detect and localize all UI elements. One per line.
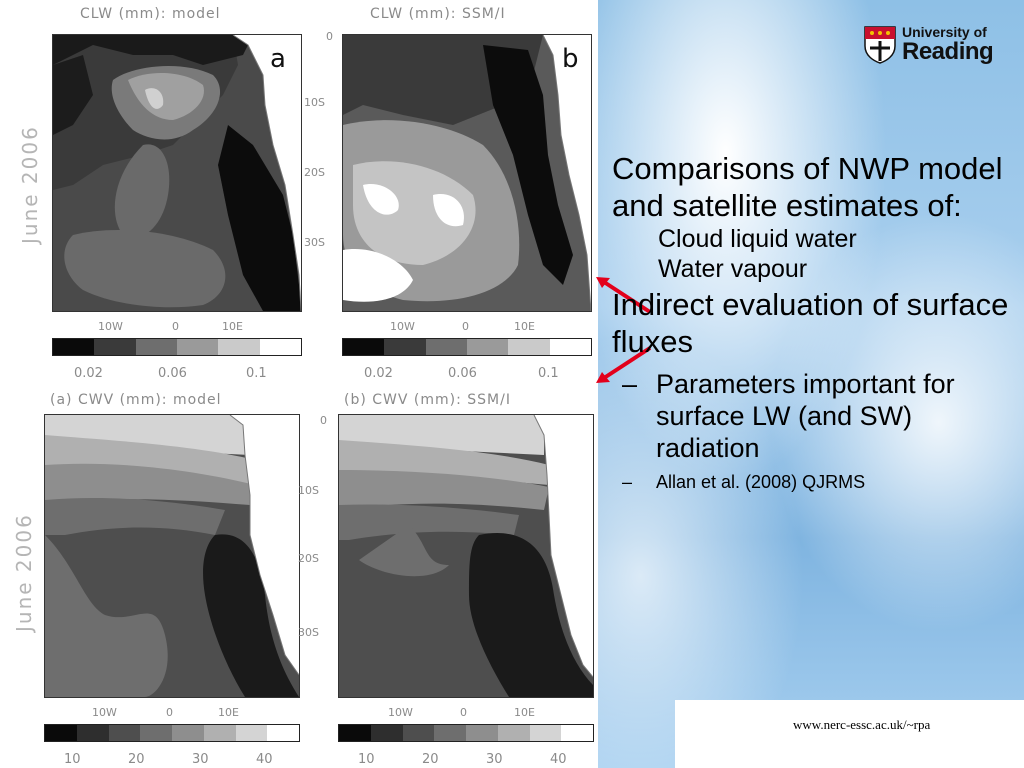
lon-tick-10w-d: 10W — [388, 706, 413, 719]
clw-scale-b-2: 0.1 — [538, 366, 559, 381]
panel-title-clw-model: CLW (mm): model — [80, 6, 221, 22]
colorbar-clw-ssmi — [342, 338, 592, 356]
cwv-model-swatch-0 — [45, 725, 77, 741]
cwv-ssmi-swatch-2 — [402, 725, 435, 741]
cwv-scale-b-2: 30 — [486, 752, 503, 767]
clw-ssmi-swatch-0 — [343, 339, 385, 355]
lon-tick-10e-c: 10E — [218, 706, 239, 719]
lon-tick-10e-a: 10E — [222, 320, 243, 333]
lon-tick-10w-a: 10W — [98, 320, 123, 333]
bullet-sub-2: Water vapour — [658, 255, 808, 283]
clw-ssmi-swatch-2 — [425, 339, 467, 355]
bullet-list: Comparisons of NWP model and satellite e… — [612, 150, 1012, 494]
cwv-ssmi-swatch-0 — [339, 725, 371, 741]
lat-tick-30s-bottom: 30S — [298, 626, 319, 639]
panel-title-cwv-model: (a) CWV (mm): model — [50, 392, 222, 408]
footer-box: www.nerc-essc.ac.uk/~rpa — [675, 700, 1024, 768]
map-cwv-model — [44, 414, 300, 698]
figure-panels: CLW (mm): model a CLW (mm): SSM/I b 0 10… — [12, 6, 594, 767]
clw-scale-a-2: 0.1 — [246, 366, 267, 381]
colorbar-cwv-model — [44, 724, 300, 742]
bullet-main-2: Indirect evaluation of surface fluxes — [612, 287, 1009, 359]
clw-model-swatch-4 — [218, 339, 260, 355]
logo-line-2: Reading — [902, 38, 994, 65]
lon-tick-0-c: 0 — [166, 706, 173, 719]
shield-icon — [864, 26, 896, 64]
lon-tick-0-a: 0 — [172, 320, 179, 333]
lon-tick-0-d: 0 — [460, 706, 467, 719]
clw-scale-b-1: 0.06 — [448, 366, 477, 381]
university-logo: University of Reading — [864, 24, 1004, 70]
cwv-scale-b-1: 20 — [422, 752, 439, 767]
lat-tick-20s: 20S — [304, 166, 325, 179]
cwv-model-swatch-3 — [140, 725, 172, 741]
footer-url[interactable]: www.nerc-essc.ac.uk/~rpa — [793, 717, 931, 732]
cwv-ssmi-swatch-6 — [529, 725, 562, 741]
clw-ssmi-swatch-4 — [508, 339, 550, 355]
logo-line-1: University of — [902, 24, 987, 40]
clw-model-swatch-1 — [94, 339, 136, 355]
pointer-arrows — [596, 277, 652, 383]
lat-tick-10s: 10S — [304, 96, 325, 109]
map-cwv-ssmi — [338, 414, 594, 698]
panel-label-b: b — [562, 44, 579, 74]
side-label-top: June 2006 — [18, 125, 42, 244]
lon-tick-10w-c: 10W — [92, 706, 117, 719]
colorbar-clw-model — [52, 338, 302, 356]
cwv-model-swatch-6 — [235, 725, 268, 741]
colorbar-cwv-ssmi — [338, 724, 594, 742]
panel-title-clw-ssmi: CLW (mm): SSM/I — [370, 6, 506, 22]
lon-tick-10e-b: 10E — [514, 320, 535, 333]
side-label-bottom: June 2006 — [12, 513, 36, 632]
lat-tick-20s-bottom: 20S — [298, 552, 319, 565]
dash-symbol-1: – — [622, 369, 638, 399]
dash-symbol-2: – — [622, 472, 633, 492]
panel-label-a: a — [270, 44, 286, 74]
cwv-model-swatch-1 — [76, 725, 109, 741]
bullet-sub-1: Cloud liquid water — [658, 225, 857, 253]
cwv-model-swatch-2 — [108, 725, 141, 741]
lat-tick-30s: 30S — [304, 236, 325, 249]
clw-ssmi-swatch-1 — [384, 339, 426, 355]
clw-scale-a-0: 0.02 — [74, 366, 103, 381]
clw-model-swatch-5 — [259, 339, 301, 355]
cwv-scale-a-0: 10 — [64, 752, 81, 767]
lat-tick-0-bottom: 0 — [320, 414, 327, 427]
cwv-scale-a-2: 30 — [192, 752, 209, 767]
cwv-scale-b-3: 40 — [550, 752, 567, 767]
cwv-ssmi-swatch-7 — [561, 725, 593, 741]
bullet-dash-2: Allan et al. (2008) QJRMS — [656, 472, 866, 492]
clw-ssmi-swatch-5 — [549, 339, 591, 355]
panel-title-cwv-ssmi: (b) CWV (mm): SSM/I — [344, 392, 511, 408]
cwv-model-swatch-4 — [172, 725, 204, 741]
cwv-model-swatch-5 — [203, 725, 236, 741]
lon-tick-10w-b: 10W — [390, 320, 415, 333]
map-clw-ssmi — [342, 34, 592, 312]
clw-scale-a-1: 0.06 — [158, 366, 187, 381]
bullet-dash-1: Parameters important for surface LW (and… — [656, 369, 955, 463]
cwv-ssmi-swatch-4 — [466, 725, 498, 741]
lat-tick-0: 0 — [326, 30, 333, 43]
clw-ssmi-swatch-3 — [466, 339, 509, 355]
lon-tick-0-b: 0 — [462, 320, 469, 333]
clw-model-swatch-3 — [176, 339, 219, 355]
cwv-scale-a-1: 20 — [128, 752, 145, 767]
lat-tick-10s-bottom: 10S — [298, 484, 319, 497]
cwv-scale-b-0: 10 — [358, 752, 375, 767]
lon-tick-10e-d: 10E — [514, 706, 535, 719]
cwv-ssmi-swatch-3 — [434, 725, 466, 741]
clw-model-swatch-2 — [135, 339, 177, 355]
map-clw-model — [52, 34, 302, 312]
clw-model-swatch-0 — [53, 339, 95, 355]
clw-scale-b-0: 0.02 — [364, 366, 393, 381]
cwv-ssmi-swatch-5 — [497, 725, 530, 741]
sky-background — [598, 0, 1024, 768]
cwv-scale-a-3: 40 — [256, 752, 273, 767]
bullet-main-1: Comparisons of NWP model and satellite e… — [612, 151, 1003, 223]
cwv-model-swatch-7 — [267, 725, 299, 741]
cwv-ssmi-swatch-1 — [370, 725, 403, 741]
